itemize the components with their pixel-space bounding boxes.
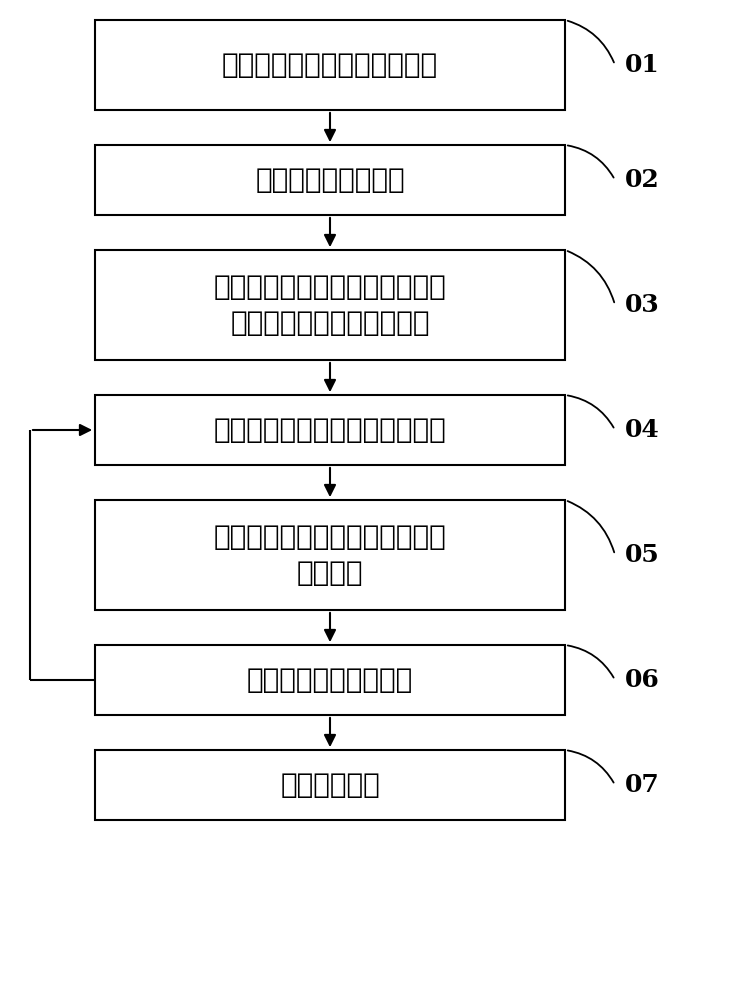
Bar: [95, 645, 565, 715]
Text: 标定电堆阴极模拟器: 标定电堆阴极模拟器: [255, 166, 405, 194]
Bar: [95, 145, 565, 215]
Bar: [95, 395, 565, 465]
Bar: [95, 20, 565, 110]
Text: 对电堆模拟器进行虚拟功率加载: 对电堆模拟器进行虚拟功率加载: [214, 416, 447, 444]
Text: 03: 03: [625, 293, 660, 317]
Text: 06: 06: [625, 668, 660, 692]
Text: 遍历各种功率加载工况: 遍历各种功率加载工况: [247, 666, 413, 694]
Text: 07: 07: [625, 773, 660, 797]
Bar: [95, 500, 565, 610]
Text: 燃料电池空气供应子系统接入电
堆阴极模拟器形成工作回路: 燃料电池空气供应子系统接入电 堆阴极模拟器形成工作回路: [214, 273, 447, 337]
Bar: [95, 750, 565, 820]
Text: 匹配测试结束: 匹配测试结束: [280, 771, 380, 799]
Text: 04: 04: [625, 418, 660, 442]
Bar: [95, 250, 565, 360]
Text: 02: 02: [625, 168, 660, 192]
Text: 05: 05: [625, 543, 660, 567]
Text: 空气供应子系统关键零部件运行
数据测量: 空气供应子系统关键零部件运行 数据测量: [214, 523, 447, 587]
Text: 搭建燃料电池空气子系统回路: 搭建燃料电池空气子系统回路: [222, 51, 438, 79]
Text: 01: 01: [625, 53, 660, 77]
